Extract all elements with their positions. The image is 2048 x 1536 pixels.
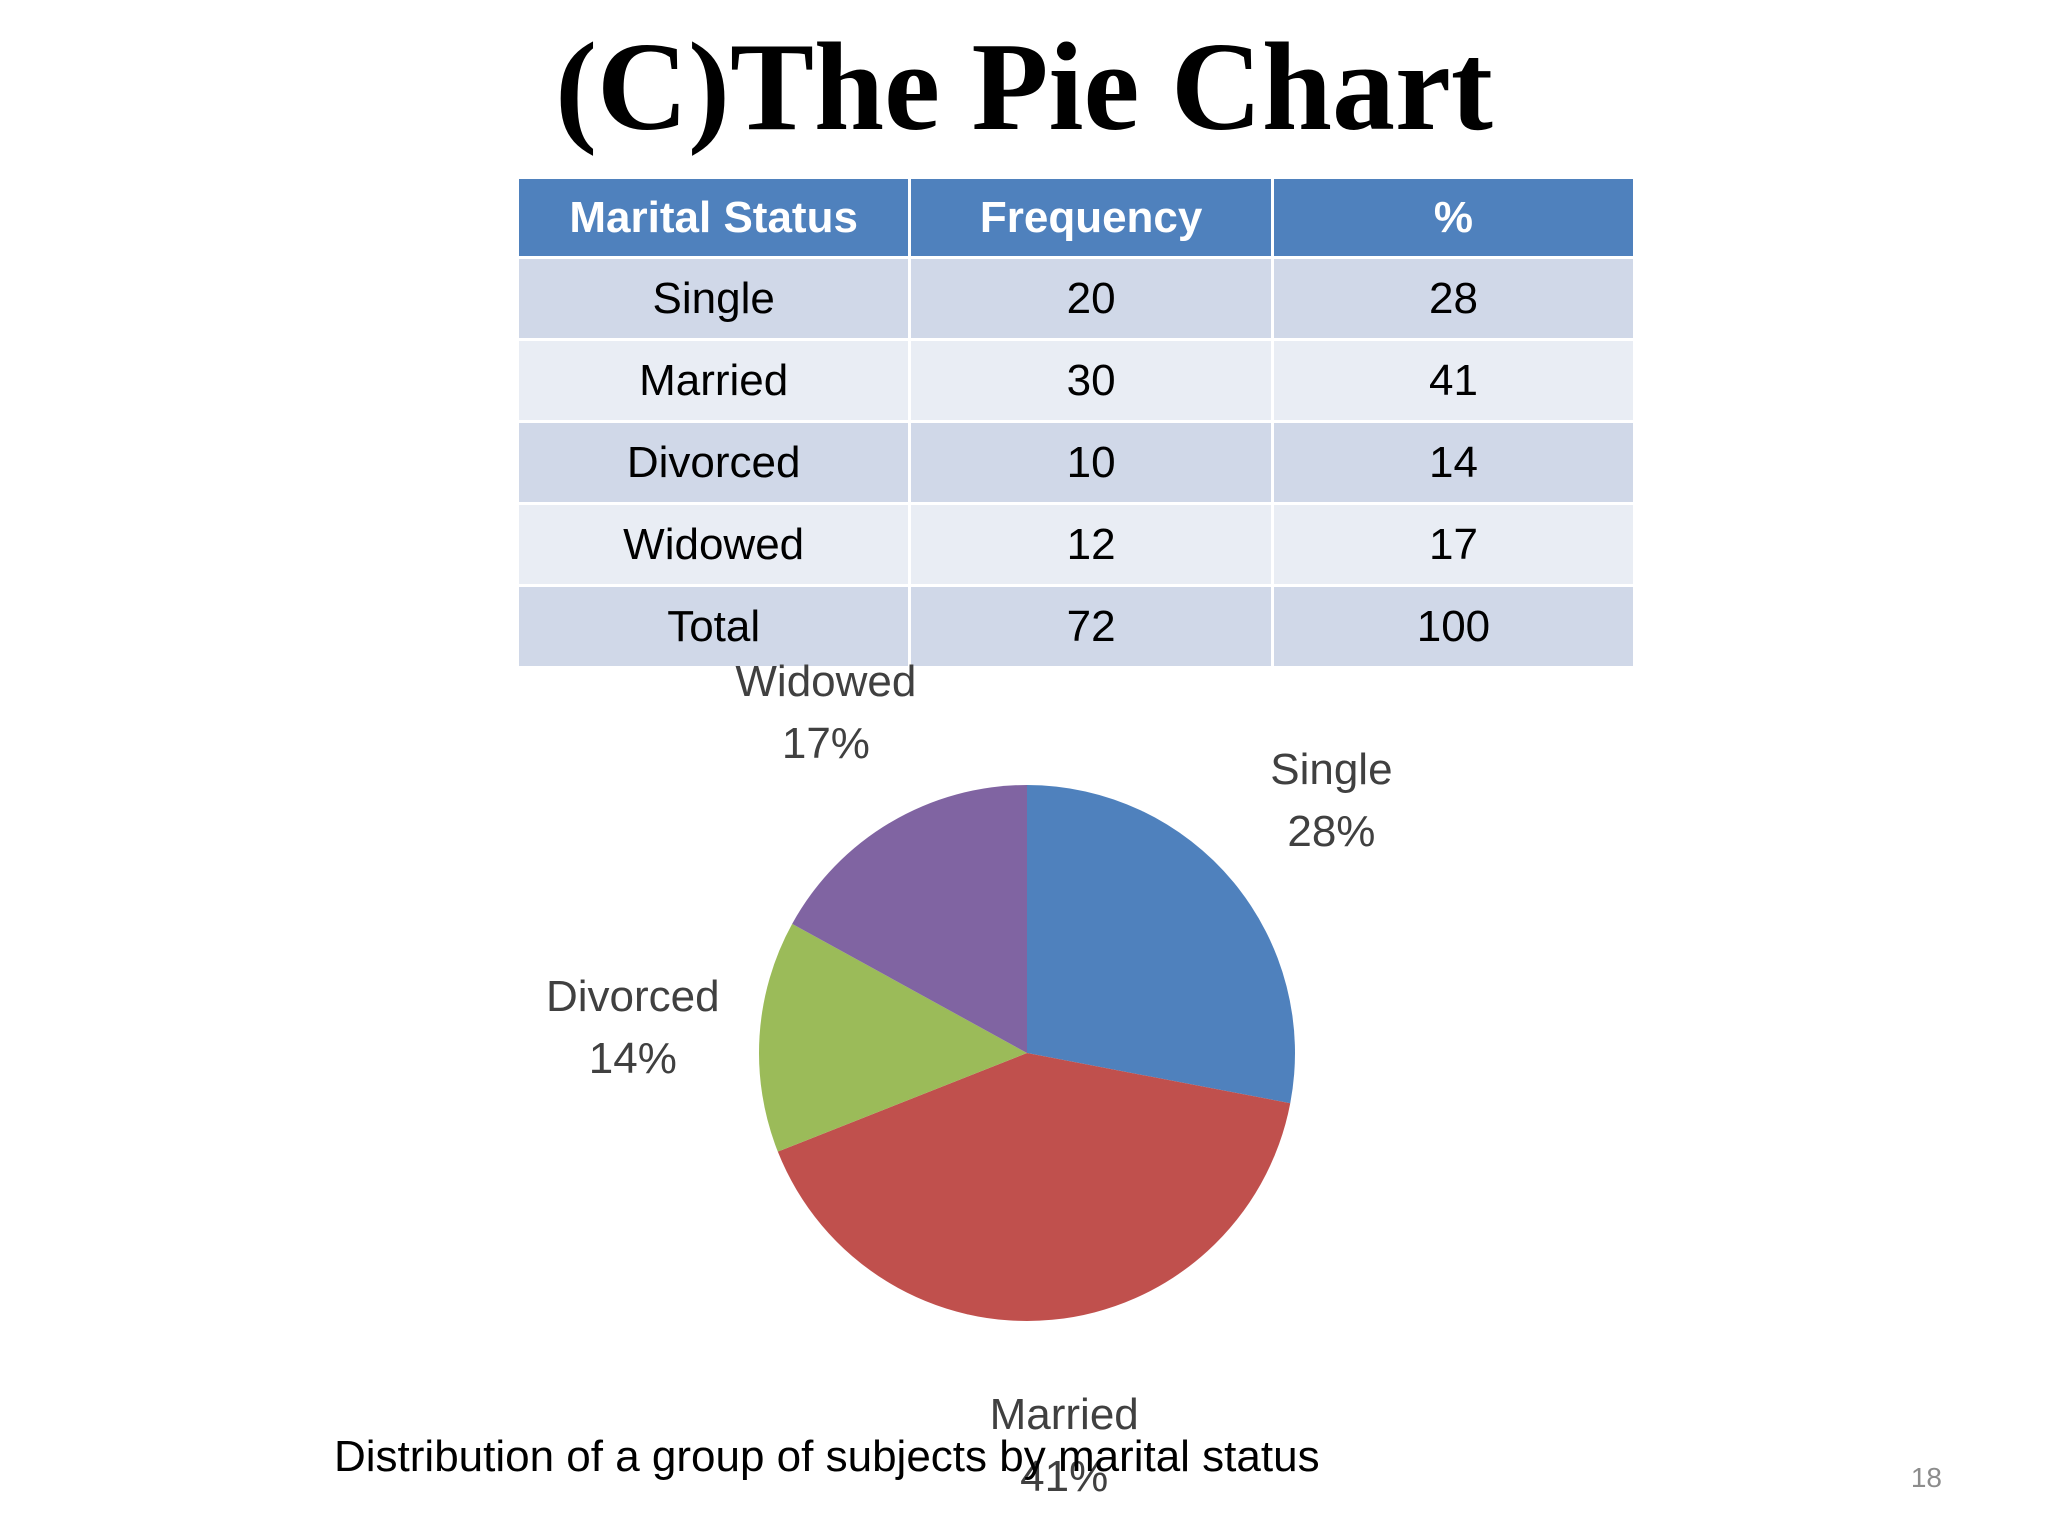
slice-label-name: Married bbox=[990, 1390, 1139, 1439]
frequency-table: Marital Status Frequency % Single 20 28 … bbox=[516, 176, 1636, 669]
table-cell: Married bbox=[519, 341, 909, 420]
table-row: Married 30 41 bbox=[519, 341, 1633, 420]
table-cell: Total bbox=[519, 587, 909, 666]
table-cell: 100 bbox=[1273, 587, 1633, 666]
table-cell: 10 bbox=[911, 423, 1271, 502]
table-row: Divorced 10 14 bbox=[519, 423, 1633, 502]
table-cell: 20 bbox=[911, 259, 1271, 338]
slice-label-percent: 17% bbox=[782, 719, 870, 768]
table-cell: Divorced bbox=[519, 423, 909, 502]
table-header-cell: Marital Status bbox=[519, 179, 909, 256]
page-number: 18 bbox=[1910, 1462, 1942, 1493]
slice-label-name: Divorced bbox=[546, 972, 720, 1021]
slice-label-percent: 41% bbox=[1020, 1452, 1108, 1501]
slice-label-percent: 14% bbox=[589, 1034, 677, 1083]
table-header-cell: % bbox=[1273, 179, 1633, 256]
table-cell: Single bbox=[519, 259, 909, 338]
table-header-row: Marital Status Frequency % bbox=[519, 179, 1633, 256]
slice-label-name: Single bbox=[1270, 745, 1392, 794]
table-cell: 30 bbox=[911, 341, 1271, 420]
table-row: Single 20 28 bbox=[519, 259, 1633, 338]
table-cell: 41 bbox=[1273, 341, 1633, 420]
table-cell: 12 bbox=[911, 505, 1271, 584]
pie-slice-married bbox=[777, 1053, 1291, 1321]
slide-title: (C)The Pie Chart bbox=[555, 18, 1493, 157]
table-row: Total 72 100 bbox=[519, 587, 1633, 666]
table-cell: 17 bbox=[1273, 505, 1633, 584]
chart-caption: Distribution of a group of subjects by m… bbox=[334, 1432, 1320, 1481]
pie-slice-widowed bbox=[792, 785, 1027, 1053]
table-cell: Widowed bbox=[519, 505, 909, 584]
slice-label-name: Widowed bbox=[735, 657, 916, 706]
pie-slice-single bbox=[1027, 785, 1295, 1104]
pie-slice-divorced bbox=[758, 923, 1027, 1152]
table-cell: 14 bbox=[1273, 423, 1633, 502]
table-cell: 72 bbox=[911, 587, 1271, 666]
table-header-cell: Frequency bbox=[911, 179, 1271, 256]
slice-label-percent: 28% bbox=[1287, 807, 1375, 856]
table-row: Widowed 12 17 bbox=[519, 505, 1633, 584]
table-cell: 28 bbox=[1273, 259, 1633, 338]
